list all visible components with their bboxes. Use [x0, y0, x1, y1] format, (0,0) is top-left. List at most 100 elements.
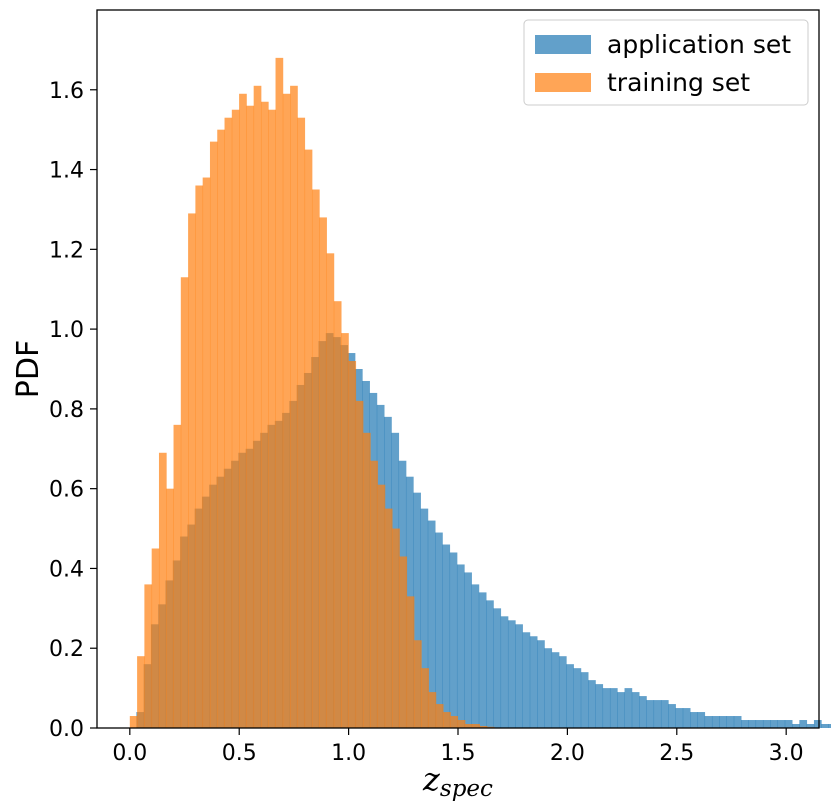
y-tick-label: 1.4 [49, 159, 84, 184]
x-tick-label: 0.5 [222, 741, 257, 766]
training-bar-18 [260, 101, 269, 729]
application-bar-55 [537, 640, 545, 728]
x-tick-label: 2.0 [550, 741, 585, 766]
application-bar-91 [799, 720, 808, 728]
application-bar-87 [770, 720, 778, 728]
application-bar-58 [558, 656, 567, 728]
y-tick-label: 0.8 [49, 398, 84, 423]
application-bar-45 [464, 572, 472, 728]
application-bar-83 [741, 720, 749, 728]
training-bar-1 [137, 656, 145, 728]
x-tick-label: 0.0 [112, 741, 147, 766]
application-bar-62 [588, 680, 596, 728]
training-bar-19 [268, 109, 276, 729]
x-tick-label: 3.0 [769, 741, 804, 766]
application-bar-85 [755, 720, 764, 728]
application-bar-41 [435, 532, 443, 728]
training-bar-23 [297, 117, 306, 728]
application-bar-82 [733, 716, 742, 728]
training-bar-27 [326, 253, 335, 728]
training-bar-36 [392, 528, 400, 728]
application-bar-69 [639, 696, 647, 728]
training-bar-5 [166, 488, 174, 728]
application-bar-89 [784, 720, 793, 728]
x-tick-label: 1.0 [331, 741, 366, 766]
application-bar-54 [529, 636, 538, 728]
application-bar-84 [748, 720, 757, 728]
application-bar-76 [690, 712, 698, 728]
training-bar-21 [282, 93, 291, 728]
application-bar-47 [478, 592, 487, 728]
application-bar-38 [413, 492, 421, 728]
application-bar-63 [595, 684, 604, 728]
y-axis-label: PDF [11, 340, 46, 398]
y-tick-label: 0.6 [49, 478, 84, 503]
x-tick-label: 1.5 [441, 741, 476, 766]
training-bar-12 [217, 129, 225, 729]
training-bar-48 [479, 726, 488, 728]
legend-label-training: training set [607, 68, 750, 97]
application-bar-74 [675, 708, 684, 728]
training-bar-15 [239, 93, 247, 728]
y-tick-label: 1.0 [49, 318, 84, 343]
y-tick-label: 0.2 [49, 637, 84, 662]
training-bar-24 [304, 149, 313, 729]
y-tick-label: 1.2 [49, 238, 84, 263]
application-bar-60 [573, 668, 582, 728]
application-bar-75 [682, 708, 691, 728]
application-bar-40 [427, 520, 436, 728]
training-bar-9 [195, 185, 204, 728]
training-bar-43 [443, 712, 451, 728]
application-bar-92 [806, 724, 815, 728]
training-bar-28 [333, 301, 342, 728]
training-bar-29 [341, 333, 349, 728]
application-bar-50 [500, 616, 509, 728]
training-bar-32 [362, 432, 371, 728]
application-bar-39 [420, 508, 429, 728]
training-set-bars [129, 57, 495, 729]
training-bar-11 [209, 141, 218, 728]
training-bar-13 [224, 117, 233, 728]
application-bar-49 [493, 608, 502, 728]
training-bar-31 [355, 400, 364, 728]
training-bar-16 [246, 105, 255, 729]
legend-label-application: application set [607, 30, 791, 59]
training-bar-45 [457, 720, 466, 728]
x-axis-label-main: z [422, 760, 441, 798]
training-bar-46 [464, 724, 473, 728]
training-bar-6 [173, 424, 182, 728]
application-bar-93 [813, 720, 822, 728]
application-bar-51 [507, 620, 516, 728]
training-bar-30 [348, 361, 357, 728]
application-bar-73 [668, 704, 676, 728]
y-axis: 0.0 0.2 0.4 0.6 0.8 1.0 1.2 1.4 1.6 [49, 79, 97, 742]
x-axis-label: zspec [422, 760, 493, 802]
application-bar-42 [442, 544, 451, 728]
application-bar-77 [697, 712, 706, 728]
application-bar-66 [617, 692, 625, 728]
application-bar-53 [522, 632, 531, 728]
training-bar-4 [158, 452, 167, 728]
application-bar-80 [719, 716, 727, 728]
application-bar-67 [624, 688, 633, 728]
y-tick-label: 1.6 [49, 79, 84, 104]
application-bar-64 [602, 688, 611, 728]
legend-swatch-training [535, 73, 591, 92]
training-bar-38 [406, 596, 415, 728]
training-bar-17 [253, 85, 262, 729]
application-bar-44 [456, 564, 465, 728]
application-bar-46 [471, 584, 480, 728]
training-bar-20 [275, 57, 284, 729]
application-bar-43 [449, 552, 458, 728]
training-bar-35 [384, 508, 393, 728]
application-bar-94 [821, 724, 829, 728]
application-bar-61 [580, 672, 589, 728]
application-bar-88 [777, 720, 786, 728]
training-bar-3 [151, 548, 160, 728]
application-bar-56 [544, 648, 553, 728]
x-tick-label: 2.5 [659, 741, 694, 766]
legend-swatch-application [535, 35, 591, 54]
application-bar-57 [551, 652, 560, 728]
training-bar-10 [202, 177, 211, 728]
